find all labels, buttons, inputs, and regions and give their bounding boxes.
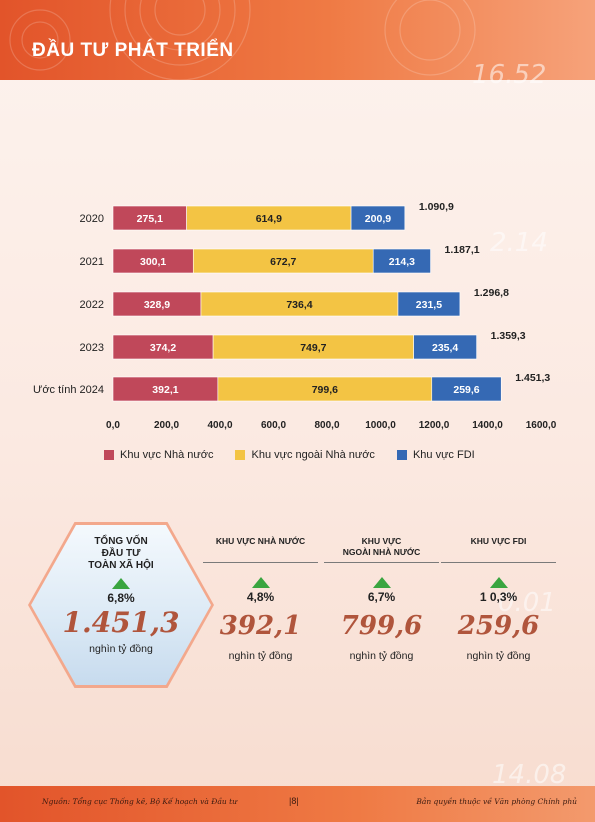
total-investment-panel: TỔNG VỐN ĐẦU TƯ TOÀN XÃ HỘI 6,8% 1.451,3… xyxy=(28,522,214,688)
total-growth-rate: 6,8% xyxy=(107,591,135,605)
sector-divider xyxy=(203,562,318,563)
total-label: 1.296,8 xyxy=(474,287,509,299)
bar-segment-fdi xyxy=(413,334,477,360)
bar-segment-state xyxy=(112,205,187,231)
category-label: 2020 xyxy=(80,213,104,225)
sector-unit: nghìn tỷ đồng xyxy=(466,650,531,662)
category-label: Ước tính 2024 xyxy=(33,384,104,396)
up-arrow-icon xyxy=(112,578,130,589)
legend-swatch-fdi xyxy=(396,450,407,460)
total-label: 1.359,3 xyxy=(491,330,526,342)
x-tick-label: 1400,0 xyxy=(472,420,503,431)
page-number: |8| xyxy=(289,796,299,806)
page-title: ĐẦU TƯ PHÁT TRIỂN xyxy=(32,40,234,61)
data-label-state: 275,1 xyxy=(137,213,163,225)
up-arrow-icon xyxy=(489,577,508,588)
hexagon-fill xyxy=(31,525,211,685)
sector-growth-rate: 1 0,3% xyxy=(479,590,518,604)
sector-unit: nghìn tỷ đồng xyxy=(228,650,293,662)
x-tick-label: 400,0 xyxy=(207,420,232,431)
data-label-non-state: 749,7 xyxy=(300,342,326,354)
legend-label-fdi: Khu vực FDI xyxy=(412,449,475,461)
data-label-non-state: 736,4 xyxy=(286,299,312,311)
total-label: 1.451,3 xyxy=(515,372,550,384)
legend-item-non-state: Khu vực ngoài Nhà nước xyxy=(235,449,375,461)
data-label-non-state: 799,6 xyxy=(312,384,338,396)
stacked-bar-chart: 2020 275,1 614,9 200,9 1.090,9 2021 300,1 672,7… xyxy=(33,201,557,431)
bar-segment-non-state xyxy=(217,376,433,402)
background-number-decoration: 0.01 xyxy=(498,588,556,618)
sector-title: KHU VỰC FDI xyxy=(470,536,527,546)
background-number-decoration: 2.14 xyxy=(490,228,548,258)
category-label: 2021 xyxy=(80,256,104,268)
data-label-fdi: 235,4 xyxy=(432,342,458,354)
category-label: 2022 xyxy=(80,299,104,311)
legend-swatch-state xyxy=(104,450,114,460)
sector-growth-rate: 4,8% xyxy=(246,590,275,604)
sector-value: 799,6 xyxy=(340,611,423,641)
page-footer: Nguồn: Tổng cục Thống kê, Bộ Kế hoạch và… xyxy=(0,786,595,822)
bar-segment-state xyxy=(112,291,202,317)
drum-pattern-decoration xyxy=(9,0,476,80)
bar-segment-non-state xyxy=(192,248,374,274)
data-label-state: 300,1 xyxy=(140,256,166,268)
total-investment-unit: nghìn tỷ đồng xyxy=(89,643,153,655)
total-label: 1.090,9 xyxy=(419,201,454,213)
x-tick-label: 1600,0 xyxy=(526,420,557,431)
bar-segment-fdi xyxy=(372,248,431,274)
x-tick-label: 800,0 xyxy=(314,420,339,431)
bar-segment-state xyxy=(112,334,214,360)
legend-item-fdi: Khu vực FDI xyxy=(396,449,475,461)
sector-divider xyxy=(324,562,439,563)
sector-value: 392,1 xyxy=(219,611,302,641)
sector-fdi: KHU VỰC FDI 1 0,3% 259,6 nghìn tỷ đồng xyxy=(441,536,556,662)
data-label-state: 328,9 xyxy=(144,299,170,311)
sector-value: 259,6 xyxy=(457,611,540,641)
background-number-decoration: 16.52 xyxy=(472,60,547,90)
x-tick-label: 0,0 xyxy=(106,420,120,431)
up-arrow-icon xyxy=(372,577,391,588)
source-note: Nguồn: Tổng cục Thống kê, Bộ Kế hoạch và… xyxy=(42,797,237,806)
data-label-fdi: 259,6 xyxy=(453,384,479,396)
data-label-non-state: 614,9 xyxy=(256,213,282,225)
x-tick-label: 200,0 xyxy=(154,420,179,431)
bar-segment-state xyxy=(112,248,194,274)
total-label: 1.187,1 xyxy=(445,244,480,256)
data-label-fdi: 214,3 xyxy=(389,256,415,268)
data-label-fdi: 231,5 xyxy=(416,299,442,311)
up-arrow-icon xyxy=(251,577,270,588)
sector-unit: nghìn tỷ đồng xyxy=(349,650,414,662)
background-number-decoration: 14.08 xyxy=(492,760,567,790)
sector-title: KHU VỰC NGOÀI NHÀ NƯỚC xyxy=(342,536,421,557)
copyright-note: Bản quyền thuộc về Văn phòng Chính phủ xyxy=(416,797,577,806)
sector-title: KHU VỰC NHÀ NƯỚC xyxy=(215,536,306,546)
bar-segment-fdi xyxy=(431,376,502,402)
total-investment-value: 1.451,3 xyxy=(62,606,180,639)
legend-label-state: Khu vực Nhà nước xyxy=(120,449,214,461)
bar-segment-non-state xyxy=(212,334,414,360)
legend-swatch-non-state xyxy=(235,450,246,460)
sector-state: KHU VỰC NHÀ NƯỚC 4,8% 392,1 nghìn tỷ đồn… xyxy=(203,536,318,662)
bar-segment-non-state xyxy=(200,291,399,317)
bar-segment-state xyxy=(112,376,219,402)
x-tick-label: 1000,0 xyxy=(365,420,396,431)
x-tick-label: 600,0 xyxy=(261,420,286,431)
sector-divider xyxy=(441,562,556,563)
page-header: ĐẦU TƯ PHÁT TRIỂN xyxy=(0,0,595,80)
sector-non-state: KHU VỰC NGOÀI NHÀ NƯỚC 6,7% 799,6 nghìn … xyxy=(324,536,439,662)
bar-segment-fdi xyxy=(350,205,406,231)
sector-growth-rate: 6,7% xyxy=(367,590,396,604)
legend-item-state: Khu vực Nhà nước xyxy=(104,449,213,461)
chart-legend: Khu vực Nhà nước Khu vực ngoài Nhà nước … xyxy=(104,449,475,461)
data-label-fdi: 200,9 xyxy=(365,213,391,225)
bar-segment-fdi xyxy=(397,291,461,317)
x-tick-label: 1200,0 xyxy=(419,420,450,431)
data-label-state: 392,1 xyxy=(152,384,178,396)
data-label-non-state: 672,7 xyxy=(270,256,296,268)
bar-segment-non-state xyxy=(186,205,352,231)
category-label: 2023 xyxy=(80,342,104,354)
total-investment-title: TỔNG VỐN ĐẦU TƯ TOÀN XÃ HỘI xyxy=(88,536,154,571)
data-label-state: 374,2 xyxy=(150,342,176,354)
legend-label-non-state: Khu vực ngoài Nhà nước xyxy=(251,449,375,461)
